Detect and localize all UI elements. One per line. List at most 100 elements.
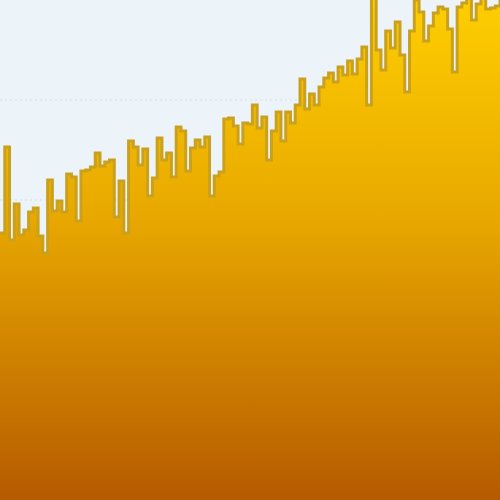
data-point [295,104,300,106]
data-point [333,81,338,83]
data-point [48,179,53,181]
data-point [281,140,286,142]
data-point [257,127,262,129]
data-point [186,170,191,172]
data-point [310,93,315,95]
data-point [457,6,462,8]
data-point [138,164,143,166]
data-point [124,232,129,234]
data-point [43,252,48,254]
data-point [329,72,334,74]
data-point [167,152,172,154]
data-point [424,40,429,42]
data-point [29,211,34,213]
series-line [0,0,500,255]
data-point [405,91,410,93]
data-point [110,159,115,161]
data-point [100,165,105,167]
data-point [357,58,362,60]
data-point [267,159,272,161]
data-point [429,25,434,27]
data-point [300,78,305,80]
data-point [252,104,257,106]
data-point [210,195,215,197]
data-point [495,5,500,7]
data-point [86,169,91,171]
data-point [419,11,424,13]
data-point [90,166,95,168]
data-point [5,146,10,148]
data-point [410,30,415,32]
data-point [314,104,319,106]
data-point [448,28,453,30]
data-point [338,66,343,68]
data-point [348,60,353,62]
data-point [190,147,195,149]
data-point [71,176,76,178]
data-point [390,47,395,49]
data-point [343,74,348,76]
data-point [229,117,234,119]
data-point [52,210,57,212]
data-point [319,86,324,88]
data-point [171,176,176,178]
data-point [33,207,38,209]
data-point [162,159,167,161]
data-point [276,111,281,113]
data-point [462,2,467,4]
data-point [205,136,210,138]
data-point [76,220,81,222]
data-point [195,139,200,141]
data-point [324,77,329,79]
data-point [57,200,62,202]
data-point [114,216,119,218]
data-point [129,140,134,142]
data-point [352,73,357,75]
data-point [214,175,219,177]
data-point [367,104,372,106]
data-point [443,8,448,10]
data-point [400,54,405,56]
data-point [81,170,86,172]
data-point [486,8,491,10]
data-point [290,122,295,124]
data-point [362,46,367,48]
data-point [286,111,291,113]
data-point [24,229,29,231]
data-point [386,30,391,32]
data-point [95,152,100,154]
data-point [233,125,238,127]
data-point [67,173,72,175]
data-point [133,146,138,148]
data-point [119,180,124,182]
data-point [490,7,495,9]
data-point [38,235,43,237]
data-point [200,146,205,148]
data-point [248,123,253,125]
data-point [305,108,310,110]
data-point [414,0,419,1]
data-point [262,116,267,118]
data-point [181,130,186,132]
data-point [0,232,5,234]
data-point [243,122,248,124]
data-point [105,161,110,163]
data-point [471,19,476,21]
data-point [157,137,162,139]
data-point [476,3,481,5]
data-point [224,118,229,120]
data-point [148,195,153,197]
data-point [376,49,381,51]
data-point [219,171,224,173]
data-point [62,211,67,213]
data-point [381,69,386,71]
data-point [143,148,148,150]
data-point [395,21,400,23]
data-point [452,71,457,73]
data-point [238,143,243,145]
data-point [10,239,15,241]
data-point [14,203,19,205]
